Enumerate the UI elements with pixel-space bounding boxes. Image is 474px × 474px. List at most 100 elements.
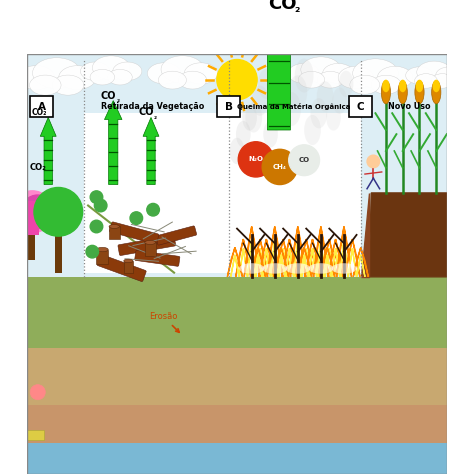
Ellipse shape [301,57,341,82]
Circle shape [21,195,55,228]
Text: Erosão: Erosão [149,312,179,332]
Polygon shape [369,193,447,277]
Text: CO: CO [100,91,116,100]
Polygon shape [325,248,334,277]
Text: CO₂: CO₂ [31,109,47,118]
Ellipse shape [417,61,452,83]
Polygon shape [328,239,343,277]
Bar [27,430,44,440]
FancyBboxPatch shape [349,96,372,118]
Polygon shape [279,248,287,277]
FancyArrow shape [143,118,159,184]
Text: ₂: ₂ [154,113,157,119]
Polygon shape [297,247,312,277]
Polygon shape [356,255,365,277]
Circle shape [86,246,99,258]
Circle shape [289,145,319,176]
Bar [109,227,119,239]
Ellipse shape [310,98,327,128]
Polygon shape [228,247,243,277]
Ellipse shape [399,80,407,92]
Ellipse shape [184,63,218,84]
Circle shape [94,199,107,212]
Bar [27,443,447,474]
Ellipse shape [97,247,108,252]
FancyArrow shape [40,118,56,184]
Ellipse shape [406,67,433,84]
Ellipse shape [304,115,321,145]
Ellipse shape [323,64,354,83]
Ellipse shape [59,66,96,90]
Ellipse shape [90,69,115,85]
Ellipse shape [276,87,291,114]
Polygon shape [302,248,310,277]
Polygon shape [282,239,297,277]
Circle shape [147,203,159,216]
Polygon shape [231,255,239,277]
Polygon shape [313,227,328,277]
Polygon shape [287,255,296,277]
Circle shape [262,149,297,184]
Ellipse shape [147,63,181,84]
Ellipse shape [236,121,251,147]
FancyBboxPatch shape [109,222,159,244]
Text: Novo Uso: Novo Uso [388,102,430,111]
Text: A: A [37,102,46,112]
Circle shape [90,191,103,203]
Circle shape [90,220,103,233]
Ellipse shape [230,138,244,164]
Polygon shape [334,255,342,277]
FancyBboxPatch shape [135,250,180,266]
Text: C: C [357,102,365,112]
Circle shape [11,191,53,233]
Ellipse shape [339,71,354,97]
Circle shape [130,212,143,224]
Circle shape [238,142,273,177]
Ellipse shape [288,75,307,109]
Ellipse shape [371,75,401,94]
Ellipse shape [298,71,325,88]
Ellipse shape [317,71,344,88]
Polygon shape [271,239,279,277]
Polygon shape [253,239,268,277]
Ellipse shape [109,225,119,228]
Polygon shape [353,247,368,277]
Ellipse shape [282,92,301,126]
Polygon shape [244,227,259,277]
Polygon shape [256,248,264,277]
Ellipse shape [415,73,438,88]
Text: CO: CO [299,157,310,163]
Polygon shape [361,193,369,277]
Circle shape [367,155,380,168]
Bar [27,201,39,235]
Ellipse shape [350,75,380,94]
Ellipse shape [258,69,275,99]
Bar [27,55,447,277]
FancyArrow shape [104,100,122,184]
Ellipse shape [17,66,55,90]
Ellipse shape [353,59,398,88]
Polygon shape [331,248,340,277]
Polygon shape [254,255,262,277]
Ellipse shape [252,85,268,116]
Bar [124,261,133,273]
Ellipse shape [263,121,278,147]
Polygon shape [300,255,308,277]
Ellipse shape [295,58,314,92]
FancyBboxPatch shape [217,96,240,118]
Ellipse shape [124,259,133,263]
Ellipse shape [431,73,454,88]
Circle shape [217,60,257,100]
Polygon shape [264,255,273,277]
Polygon shape [285,248,293,277]
Ellipse shape [332,87,347,114]
Ellipse shape [338,66,374,89]
Bar [27,277,447,348]
Polygon shape [273,247,289,277]
Polygon shape [239,248,247,277]
Text: CH₄: CH₄ [273,164,287,170]
Text: Retirada da Vegetação: Retirada da Vegetação [101,102,205,111]
Ellipse shape [145,240,155,245]
Ellipse shape [92,56,130,80]
Polygon shape [236,239,251,277]
